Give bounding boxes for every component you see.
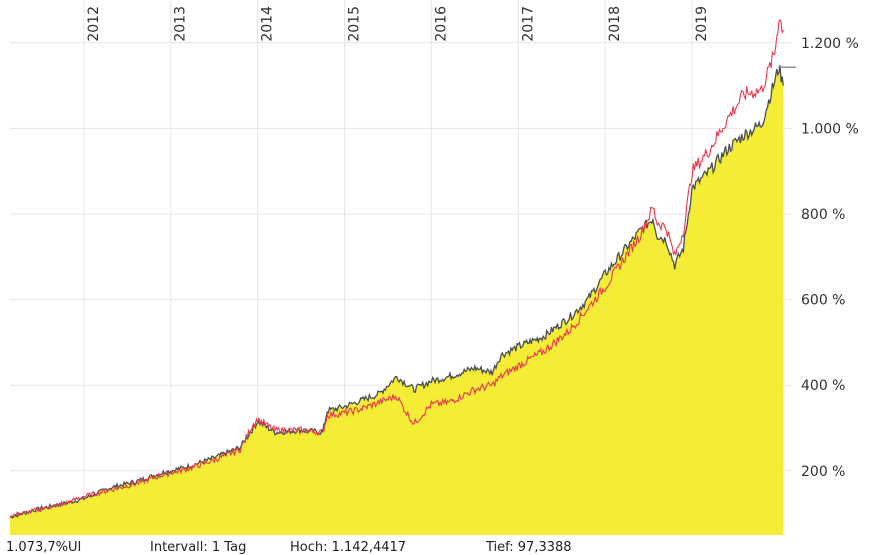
footer-interval[interactable]: Intervall: 1 Tag xyxy=(150,540,247,555)
footer-low: Tief: 97,3388 xyxy=(486,540,572,555)
x-tick-label: 2014 xyxy=(260,6,276,42)
series-line-kurs-fl-che- xyxy=(9,65,784,519)
footer-high: Hoch: 1.142,4417 xyxy=(290,540,407,555)
x-tick-label: 2012 xyxy=(86,6,102,42)
x-tick-label: 2016 xyxy=(433,6,449,42)
series-area-fill xyxy=(10,65,784,535)
x-tick-label: 2018 xyxy=(607,6,623,42)
y-tick-label: 600 % xyxy=(801,293,845,309)
footer-last-value: 1.073,7%UI xyxy=(6,540,82,555)
y-tick-label: 800 % xyxy=(801,207,845,223)
series-line-vergleich xyxy=(9,18,784,518)
y-tick-label: 1.000 % xyxy=(801,121,859,137)
y-tick-label: 400 % xyxy=(801,378,845,394)
x-tick-label: 2013 xyxy=(173,6,189,42)
y-tick-label: 1.200 % xyxy=(801,36,859,52)
x-tick-label: 2015 xyxy=(347,6,363,42)
chart-footer: 1.073,7%UI Intervall: 1 Tag Hoch: 1.142,… xyxy=(0,532,888,555)
x-tick-label: 2017 xyxy=(520,6,536,42)
y-tick-label: 200 % xyxy=(801,464,845,480)
x-tick-label: 2019 xyxy=(694,6,710,42)
